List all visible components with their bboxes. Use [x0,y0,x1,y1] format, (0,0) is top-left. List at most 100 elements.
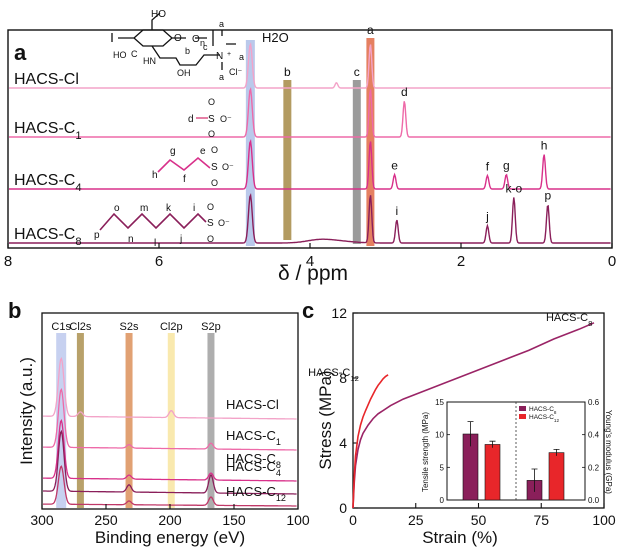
a-x-tick-label: 8 [4,253,12,270]
a-series-name-hacs-c8: HACS-C8 [14,226,82,248]
chitosan-structure [111,12,236,70]
inset-right-tick-label: 0.4 [588,431,600,440]
struct-a-top: a [219,19,224,29]
inset-ticks: 0 5 10 15 0.0 0.2 0.4 0.6 [435,398,600,505]
b-band-label-c1s: C1s [51,321,71,333]
inset-bar-chart: 0 5 10 15 0.0 0.2 0.4 0.6 Tensile strength (MPa… [421,398,613,505]
struct-o-ring: O [174,33,182,44]
substituent-chains [99,117,211,231]
b-spectrum-hacs-c1 [43,387,297,451]
a-peak-label-h: h [541,138,548,152]
c-curves [352,322,595,509]
b-band-s2s [125,333,133,508]
c8-o-bottom: O [207,234,214,244]
c8-label-j: j [179,234,182,245]
c1-label-d: d [188,114,194,125]
a-peak-label-i: i [395,204,398,218]
panel-label-c: c [302,298,314,323]
c8-o-top: O [207,202,214,212]
inset-left-tick-label: 0 [440,496,445,505]
a-spectra [9,42,611,244]
c4-o-bottom: O [211,178,218,188]
panel-label-b: b [8,298,21,323]
c8-label-l: l [154,238,156,249]
a-spectrum-hacs-c4 [9,139,611,190]
inset-error-modulus-hacs-c8 [531,468,538,492]
inset-right-tick-label: 0.6 [588,398,600,407]
c-x-tick-label: 0 [349,512,357,528]
a-h2o-label: H2O [262,30,289,45]
inset-right-tick-label: 0.2 [588,463,600,472]
c-y-tick-label: 8 [339,370,347,386]
c4-label-g: g [170,146,176,157]
inset-right-tick-label: 0.0 [588,496,600,505]
struct-ho: HO [113,50,127,60]
a-x-tick-label: 0 [608,253,616,270]
c-y-tick-label: 0 [339,500,347,516]
struct-a-bottom: a [219,72,224,82]
c8-label-i: i [193,203,195,214]
c-curve-label-hacs-c12: HACS-C12 [308,367,359,383]
b-band-label-s2p: S2p [201,321,221,333]
c-curve-label-hacs-c8: HACS-C8 [546,312,592,328]
c8-label-m: m [140,203,148,214]
a-x-tick-label: 4 [306,253,314,270]
struct-n-plus: N [216,51,223,62]
c-y-tick-label: 4 [339,435,347,451]
c1-o-bottom: O [208,129,215,139]
inset-left-tick-label: 15 [435,398,444,407]
c8-label-n: n [128,234,134,245]
b-x-tick-label: 250 [94,512,118,528]
a-peak-label-e: e [391,159,398,173]
b-x-tick-label: 300 [30,512,54,528]
inset-right-y-label: Young's modulus (GPa) [604,410,613,494]
c-x-tick-label: 75 [533,512,549,528]
struct-hn: HN [143,56,156,66]
struct-plus: + [227,51,231,58]
a-band-c [352,80,361,244]
b-band-cl2s [76,333,84,508]
b-band-label-s2s: S2s [120,321,139,333]
inset-legend-swatch-c8 [519,406,526,411]
b-x-tick-label: 200 [158,512,182,528]
b-series-name-hacs-c12: HACS-C12 [226,484,286,503]
a-peak-label-k-o: k-o [506,181,523,195]
inset-bar-tensile-hacs-c12 [484,444,501,501]
c-x-tick-label: 100 [592,512,616,528]
a-band-label-b: b [284,65,291,79]
b-series-name-hacs-c8: HACS-C8 [226,451,281,470]
c1-s: S [208,114,215,125]
a-peak-label-p: p [544,189,551,203]
a-x-ticks: 8 6 4 2 0 [4,243,616,270]
a-peak-label-f: f [486,160,490,174]
c4-label-f: f [183,174,186,185]
b-spectrum-hacs-c4 [43,418,297,482]
c4-label-h: h [152,170,158,181]
c-x-axis-label: Strain (%) [422,528,498,547]
b-x-tick-label: 150 [222,512,246,528]
inset-left-tick-label: 5 [440,463,445,472]
a-peak-label-d: d [401,85,408,99]
b-series-name-hacs-c1: HACS-C1 [226,428,281,447]
a-spectrum-hacs-c1 [9,87,611,138]
b-spectrum-hacs-cl [43,356,297,420]
struct-c-ring: C [131,49,138,59]
a-series-name-hacs-c4: HACS-C4 [14,172,82,194]
c-curve-hacs-c12 [352,374,389,509]
panel-label-a: a [14,40,27,65]
b-band-label-cl2p: Cl2p [160,321,183,333]
inset-legend-c12: HACS-C12 [529,414,559,423]
inset-bars [462,421,565,501]
inset-legend-c8: HACS-C8 [529,406,557,415]
b-x-axis-label: Binding energy (eV) [95,528,245,547]
struct-oh: OH [177,68,191,78]
a-x-tick-label: 2 [457,253,465,270]
a-series-name-hacs-c1: HACS-C1 [14,120,82,142]
c-y-axis-label: Stress (MPa) [316,370,335,469]
c4-o-top: O [211,145,218,155]
c8-label-p: p [94,230,100,241]
